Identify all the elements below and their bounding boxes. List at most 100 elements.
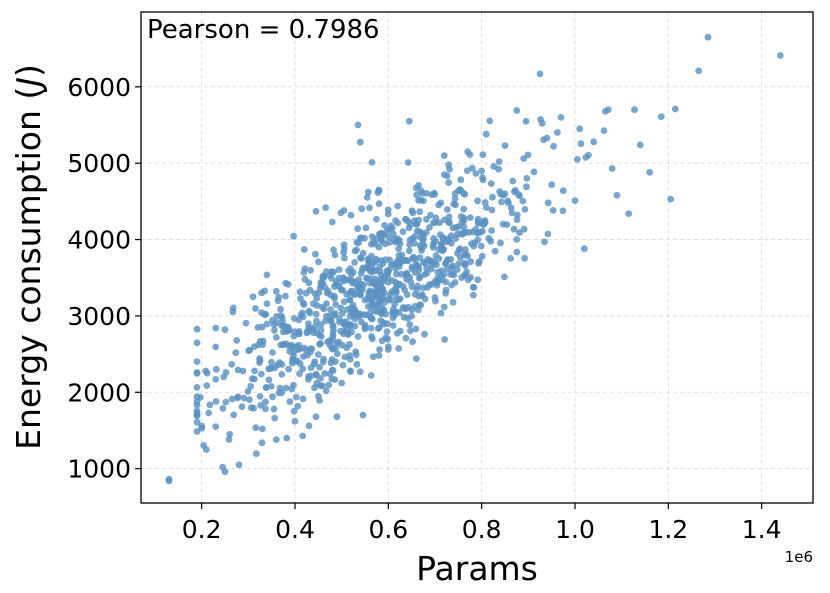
scatter-point — [457, 176, 465, 184]
scatter-point — [413, 191, 420, 199]
scatter-point — [277, 305, 284, 313]
scatter-point — [416, 301, 423, 309]
y-axis-label-close: ) — [9, 64, 48, 77]
scatter-point — [453, 266, 461, 273]
scatter-point — [354, 333, 362, 340]
scatter-point — [323, 289, 331, 297]
scatter-point — [386, 296, 394, 304]
scatter-point — [476, 258, 483, 265]
scatter-point — [408, 265, 416, 273]
scatter-point — [576, 125, 584, 133]
scatter-point — [392, 264, 399, 272]
scatter-point — [321, 370, 329, 377]
scatter-point — [351, 259, 358, 266]
scatter-point — [322, 387, 330, 395]
scatter-point — [205, 409, 213, 417]
scatter-point — [333, 350, 341, 358]
scatter-point — [346, 322, 354, 330]
scatter-point — [306, 286, 314, 294]
scatter-point — [193, 384, 201, 391]
scatter-point — [357, 311, 364, 318]
scatter-point — [418, 247, 425, 254]
scatter-point — [636, 141, 644, 149]
scatter-point — [536, 70, 544, 78]
scatter-point — [671, 105, 679, 113]
scatter-point — [389, 314, 397, 322]
scatter-point — [258, 425, 266, 433]
scatter-point — [251, 367, 258, 375]
scatter-point — [443, 265, 451, 273]
scatter-point — [278, 371, 286, 378]
scatter-point — [524, 151, 532, 159]
scatter-point — [309, 300, 317, 308]
scatter-point — [297, 295, 304, 302]
scatter-point — [262, 405, 269, 413]
scatter-point — [300, 301, 308, 308]
scatter-point — [359, 264, 367, 272]
scatter-point — [339, 309, 346, 317]
scatter-point — [337, 304, 345, 312]
scatter-point — [407, 327, 414, 335]
scatter-point — [479, 151, 487, 159]
y-axis-ticks: 1000 2000 3000 4000 5000 6000 — [67, 73, 141, 484]
scatter-point — [252, 305, 259, 312]
pearson-annotation: Pearson = 0.7986 — [147, 15, 380, 45]
scatter-point — [265, 376, 273, 384]
scatter-point — [230, 411, 238, 419]
scatter-point — [431, 294, 439, 301]
scatter-point — [460, 223, 468, 231]
scatter-point — [219, 405, 227, 412]
scatter-point — [474, 215, 482, 223]
scatter-point — [313, 317, 320, 325]
scatter-point — [436, 219, 443, 227]
scatter-point — [426, 224, 433, 231]
scatter-point — [455, 187, 462, 195]
y-tick-label: 2000 — [67, 378, 131, 407]
scatter-point — [479, 221, 487, 228]
scatter-point — [374, 277, 382, 285]
scatter-point — [328, 375, 336, 383]
scatter-point — [346, 289, 354, 297]
scatter-point — [513, 236, 521, 243]
scatter-point — [423, 189, 430, 197]
scatter-point — [257, 370, 265, 378]
scatter-point — [312, 250, 319, 258]
scatter-point — [365, 289, 373, 296]
scatter-point — [402, 257, 410, 264]
scatter-point — [434, 268, 442, 276]
scatter-point — [312, 207, 320, 215]
y-tick-label: 3000 — [67, 302, 131, 331]
scatter-point — [315, 258, 322, 266]
scatter-point — [399, 228, 407, 236]
scatter-point — [212, 324, 220, 332]
scatter-point — [193, 407, 201, 415]
scatter-point — [332, 344, 339, 352]
scatter-point — [544, 230, 552, 238]
scatter-point — [490, 163, 498, 170]
scatter-point — [328, 336, 336, 344]
scatter-point — [495, 158, 503, 166]
scatter-point — [540, 136, 547, 144]
scatter-point — [366, 204, 373, 212]
scatter-point — [323, 268, 330, 275]
scatter-point — [374, 325, 382, 332]
scatter-point — [631, 106, 638, 114]
scatter-point — [315, 392, 322, 400]
scatter-point — [258, 323, 266, 331]
scatter-point — [416, 273, 424, 280]
scatter-point — [295, 346, 302, 353]
scatter-point — [521, 206, 529, 213]
scatter-point — [268, 358, 275, 366]
scatter-point — [521, 254, 528, 262]
scatter-point — [299, 365, 307, 373]
scatter-point — [474, 197, 481, 205]
scatter-point — [437, 309, 445, 317]
scatter-point — [317, 281, 325, 289]
scatter-point — [405, 117, 413, 125]
scatter-point — [270, 405, 278, 413]
x-tick-label: 0.4 — [275, 515, 315, 544]
scatter-point — [544, 199, 552, 207]
scatter-point — [485, 234, 493, 242]
scatter-point — [362, 224, 370, 232]
